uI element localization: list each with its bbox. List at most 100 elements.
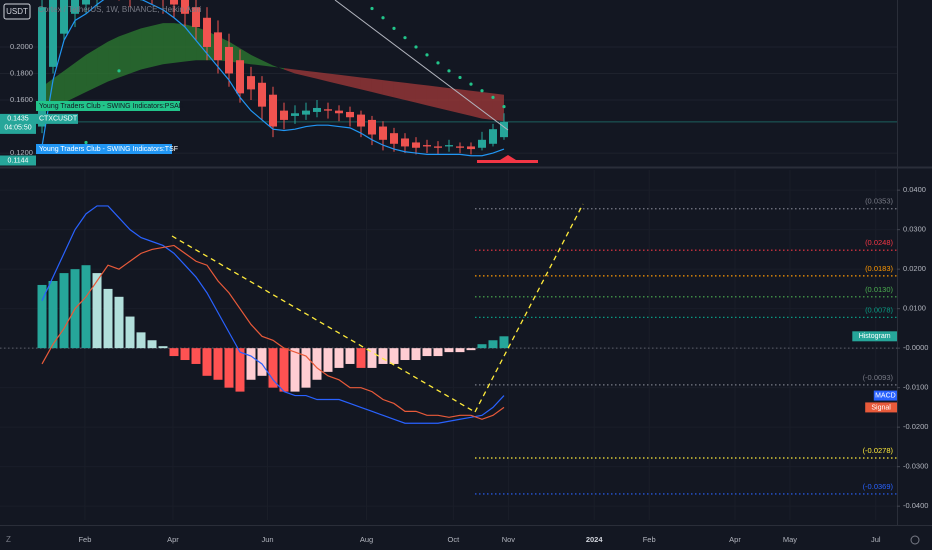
level-label: (-0.0278) bbox=[863, 446, 894, 455]
y-tick-label: 0.0100 bbox=[903, 304, 926, 313]
histogram-bar bbox=[422, 348, 432, 357]
cloud-segment bbox=[382, 80, 394, 98]
cloud-segment bbox=[470, 90, 482, 119]
series-tag-bg bbox=[852, 331, 897, 342]
y-tick-label: 0.0200 bbox=[903, 264, 926, 273]
range-marker-tip bbox=[500, 155, 516, 160]
candle-body bbox=[433, 146, 442, 148]
x-tick-label: Nov bbox=[502, 535, 516, 544]
psar-dot bbox=[436, 61, 440, 65]
psar-dot bbox=[392, 26, 396, 30]
cloud-segment bbox=[75, 54, 87, 98]
candle-body bbox=[192, 7, 201, 28]
x-tick-label: Jun bbox=[261, 535, 273, 544]
histogram-bar bbox=[378, 348, 388, 364]
x-tick-label: May bbox=[783, 535, 797, 544]
series-tag: Histogram bbox=[859, 333, 891, 340]
level-label: (0.0353) bbox=[865, 197, 893, 206]
psar-dot bbox=[370, 6, 374, 11]
y-tick-label: -0.0100 bbox=[903, 383, 928, 392]
trend-line bbox=[334, 0, 509, 131]
candle-body bbox=[280, 110, 289, 120]
histogram-bar bbox=[246, 348, 256, 380]
y-tick-label: 0.2000 bbox=[10, 42, 33, 51]
histogram-bar bbox=[224, 348, 234, 388]
cloud-segment bbox=[371, 78, 383, 95]
candle-body bbox=[499, 121, 508, 138]
y-tick-label: -0.0400 bbox=[903, 501, 928, 510]
cloud-segment bbox=[108, 36, 120, 82]
candle-body bbox=[346, 111, 355, 118]
candle-body bbox=[258, 82, 267, 107]
candle-body bbox=[411, 142, 420, 148]
cloud-segment bbox=[86, 48, 98, 93]
candle-body bbox=[49, 0, 58, 67]
candle-body bbox=[214, 32, 223, 61]
candle-body bbox=[335, 110, 344, 114]
cloud-segment bbox=[360, 77, 372, 93]
psar-dot bbox=[480, 89, 484, 93]
cloud-segment bbox=[53, 70, 65, 108]
histogram-bar bbox=[279, 348, 289, 392]
cloud-segment bbox=[141, 25, 153, 70]
histogram-bar bbox=[323, 348, 333, 372]
histogram-bar bbox=[345, 348, 355, 364]
price-pane bbox=[0, 0, 897, 157]
symbol-tag-bg bbox=[36, 113, 78, 124]
y-tick-label: 0.1200 bbox=[10, 148, 33, 157]
drawn-line bbox=[171, 235, 476, 413]
histogram-bar bbox=[301, 348, 311, 388]
candle-body bbox=[378, 126, 387, 140]
settings-icon[interactable] bbox=[910, 535, 920, 545]
level-label: (-0.0093) bbox=[863, 373, 894, 382]
symbol-tag: CTXCUSDT bbox=[39, 116, 78, 123]
level-tag-bg bbox=[0, 155, 36, 166]
histogram-bar bbox=[48, 281, 58, 349]
level-label: (0.0130) bbox=[865, 285, 893, 294]
histogram-bar bbox=[136, 332, 146, 349]
candle-body bbox=[60, 0, 69, 34]
histogram-bar bbox=[334, 348, 344, 368]
series-tag-bg bbox=[873, 390, 897, 401]
histogram-bar bbox=[312, 348, 322, 380]
currency[interactable]: USDT bbox=[6, 7, 28, 16]
currency-box[interactable] bbox=[3, 3, 31, 20]
cloud-segment bbox=[130, 28, 142, 74]
signal-line bbox=[41, 244, 505, 420]
chart-title: Cortex / TetherUS, 1W, BINANCE, Heikin A… bbox=[38, 5, 202, 14]
candle-body bbox=[269, 94, 278, 127]
y-tick-label: 0.1800 bbox=[10, 68, 33, 77]
psar-dot bbox=[458, 75, 462, 80]
histogram-bar bbox=[92, 273, 102, 349]
histogram-bar bbox=[367, 348, 377, 368]
candle-body bbox=[488, 129, 497, 144]
psar-dot bbox=[117, 69, 121, 73]
candle-body bbox=[203, 17, 212, 47]
cloud-segment bbox=[185, 24, 197, 62]
cloud-segment bbox=[448, 88, 460, 114]
candle-body bbox=[356, 114, 365, 127]
candle-body bbox=[400, 138, 409, 147]
candle-body bbox=[367, 119, 376, 135]
cloud-segment bbox=[459, 89, 471, 116]
histogram-bar bbox=[433, 348, 443, 357]
cloud-segment bbox=[251, 54, 263, 66]
level-label: (0.0248) bbox=[865, 238, 893, 247]
candle-body bbox=[225, 46, 234, 74]
cloud-segment bbox=[404, 82, 416, 103]
zoom-icon[interactable]: Z bbox=[6, 535, 11, 544]
histogram-bar bbox=[59, 273, 69, 349]
level-tag: 0.1144 bbox=[8, 157, 29, 164]
cloud-segment bbox=[174, 23, 186, 63]
indicator-tag: Young Traders Club - SWING Indicators:TS… bbox=[39, 146, 178, 153]
y-tick-label: -0.0300 bbox=[903, 462, 928, 471]
cloud-segment bbox=[119, 32, 131, 78]
psar-dot bbox=[425, 53, 429, 57]
cloud-segment bbox=[306, 70, 318, 79]
cloud-segment bbox=[437, 86, 449, 111]
histogram-bar bbox=[466, 348, 476, 351]
candle-body bbox=[313, 107, 322, 112]
candle-body bbox=[324, 109, 333, 111]
histogram-bar bbox=[103, 288, 113, 349]
histogram-bar bbox=[37, 284, 47, 349]
